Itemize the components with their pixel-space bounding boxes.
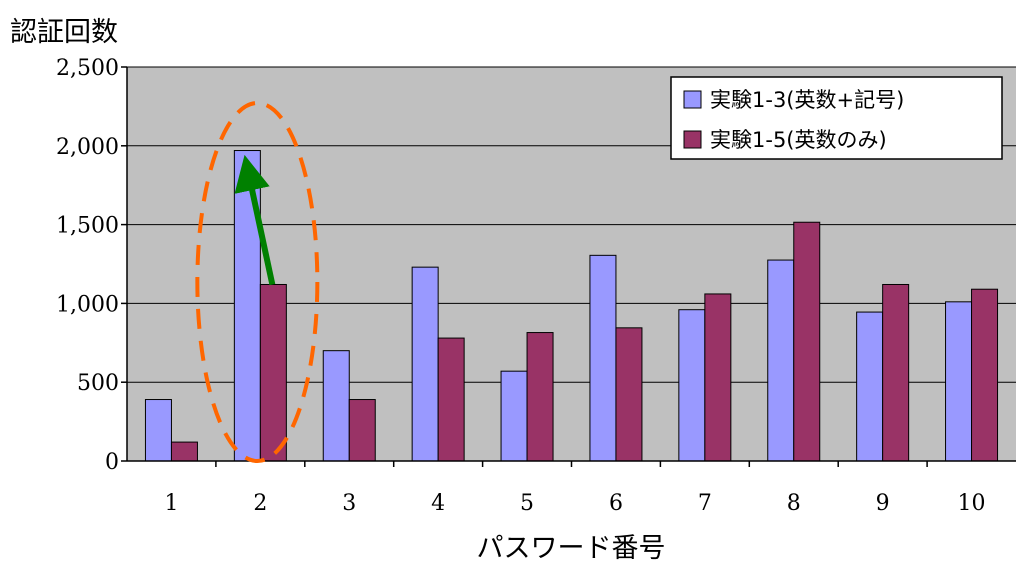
bar-series-1-cat-7 <box>678 309 706 462</box>
x-tick-label: 8 <box>787 491 801 516</box>
bar-series-2-cat-1 <box>170 441 198 462</box>
y-tick-label: 0 <box>105 450 119 475</box>
y-tick-label: 2,500 <box>56 56 119 81</box>
bar-series-2-cat-4 <box>437 337 465 462</box>
x-tick-label: 9 <box>876 491 890 516</box>
bars <box>144 150 999 462</box>
bar-series-2-cat-7 <box>704 293 732 462</box>
bar-series-1-cat-8 <box>767 259 795 462</box>
bar-series-1-cat-10 <box>945 301 973 462</box>
x-tick-label: 10 <box>958 491 986 516</box>
x-tick-label: 6 <box>609 491 623 516</box>
bar-series-2-cat-8 <box>793 221 821 462</box>
y-tick-label: 2,000 <box>56 135 119 160</box>
legend-box <box>670 76 1003 160</box>
bar-series-1-cat-6 <box>589 254 617 462</box>
x-tick-label: 3 <box>342 491 356 516</box>
y-axis-ticks: 0 500 1,000 1,500 2,000 2,500 <box>56 56 127 475</box>
y-axis-title: 認証回数 <box>10 17 118 48</box>
legend-label-series-2: 実験1-5(英数のみ) <box>710 128 887 152</box>
x-tick-label: 7 <box>698 491 712 516</box>
y-tick-label: 500 <box>77 371 119 396</box>
bar-series-2-cat-5 <box>526 332 554 462</box>
x-axis-ticks: 1 2 3 4 5 6 7 8 9 10 <box>164 461 986 516</box>
annotations <box>195 101 320 463</box>
legend-label-series-1: 実験1-3(英数+記号) <box>710 88 904 112</box>
y-tick-label: 1,000 <box>56 292 119 317</box>
bar-series-1-cat-4 <box>411 266 439 462</box>
bar-series-2-cat-9 <box>882 283 910 462</box>
bar-series-2-cat-2 <box>259 283 287 462</box>
x-tick-label: 4 <box>431 491 445 516</box>
y-tick-label: 1,500 <box>56 214 119 239</box>
bar-series-1-cat-9 <box>856 311 884 462</box>
x-axis-title: パスワード番号 <box>477 533 666 564</box>
bar-series-1-cat-3 <box>322 350 350 462</box>
increase-arrow <box>234 154 276 286</box>
bar-series-1-cat-5 <box>500 370 528 462</box>
legend-swatch-series-1 <box>683 90 702 109</box>
legend-swatch-series-2 <box>683 130 702 149</box>
bar-series-2-cat-6 <box>615 327 643 462</box>
bar-series-2-cat-3 <box>348 399 376 462</box>
x-tick-label: 5 <box>520 491 534 516</box>
x-tick-label: 1 <box>164 491 178 516</box>
highlight-ellipse <box>195 101 320 463</box>
bar-series-1-cat-1 <box>144 399 172 462</box>
x-tick-label: 2 <box>253 491 267 516</box>
bar-series-2-cat-10 <box>971 288 999 462</box>
legend: 実験1-3(英数+記号) 実験1-5(英数のみ) <box>670 76 1003 160</box>
